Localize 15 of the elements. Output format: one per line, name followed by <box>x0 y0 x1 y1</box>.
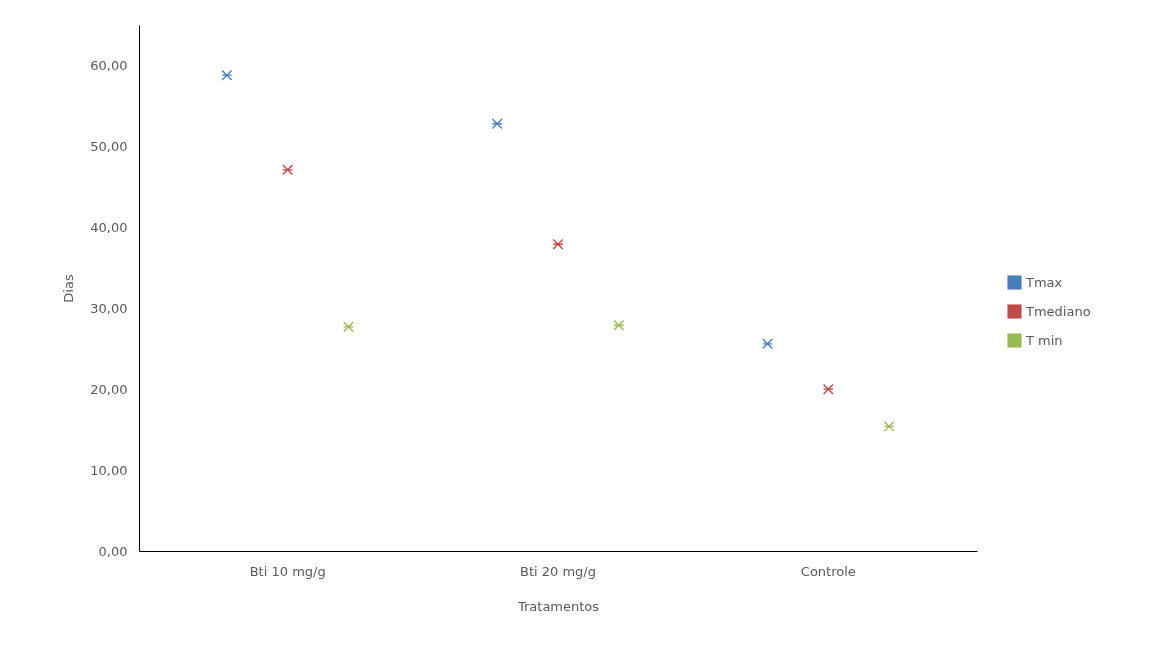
x-axis-title: Tratamentos <box>516 598 600 614</box>
legend-label: Tmax <box>1025 274 1063 290</box>
y-tick-label: 40,00 <box>90 219 128 235</box>
legend-label: T min <box>1025 332 1063 348</box>
y-tick-label: 60,00 <box>90 57 128 73</box>
legend-label: Tmediano <box>1025 303 1091 319</box>
y-tick-label: 30,00 <box>90 300 128 316</box>
y-tick-label: 10,00 <box>90 462 128 478</box>
x-tick-label: Bti 10 mg/g <box>249 563 326 579</box>
y-axis-title: Dias <box>61 274 77 303</box>
y-tick-label: 20,00 <box>90 381 128 397</box>
y-tick-label: 50,00 <box>90 138 128 154</box>
x-tick-label: Bti 20 mg/g <box>520 563 596 579</box>
y-tick-label: 0,00 <box>98 543 128 559</box>
x-tick-label: Controle <box>800 563 856 579</box>
